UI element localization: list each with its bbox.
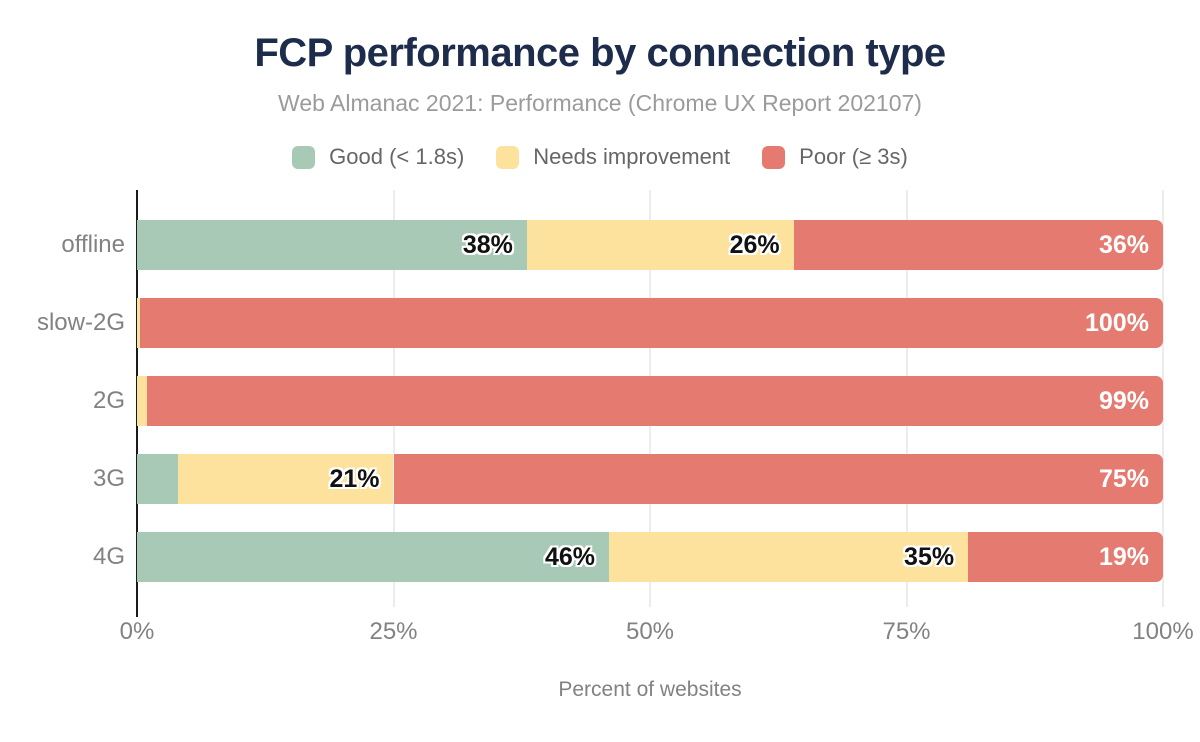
legend-label-poor: Poor (≥ 3s) [799,144,908,169]
x-tick-label-100%: 100% [1132,618,1194,645]
bar-value-label-good-offline: 38% [462,230,513,259]
bar-value-label-needs_improvement-4G: 35% [904,542,955,571]
category-label-3G: 3G [92,465,125,492]
legend: Good (< 1.8s) Needs improvement Poor (≥ 3s… [0,141,1200,173]
bar-value-label-poor-3G: 75% [1099,464,1150,493]
bar-value-label-poor-2G: 99% [1099,386,1150,415]
legend-item-needs_improvement: Needs improvement [496,144,730,170]
bar-value-label-good-4G: 46% [544,542,595,571]
x-axis-title: Percent of websites [558,678,742,701]
bar-segment-needs_improvement-offline [526,220,794,270]
legend-swatch-good [292,145,316,169]
bar-value-label-needs_improvement-offline: 26% [729,230,780,259]
bar-segment-poor-3G [393,454,1163,504]
bar-segment-poor-4G [968,532,1163,582]
legend-label-good: Good (< 1.8s) [329,144,465,169]
bar-segment-good-offline [137,220,527,270]
legend-item-poor: Poor (≥ 3s) [762,144,908,170]
bar-segment-needs_improvement-2G [137,376,148,426]
legend-swatch-poor [762,145,786,169]
legend-swatch-needs_improvement [496,145,520,169]
bar-value-label-needs_improvement-3G: 21% [329,464,380,493]
bar-value-label-poor-slow-2G: 100% [1085,308,1149,337]
category-label-slow-2G: slow-2G [36,309,125,336]
bar-value-label-poor-offline: 36% [1099,230,1150,259]
chart-title: FCP performance by connection type [254,31,946,75]
gridline-100% [1162,190,1164,607]
bar-segment-poor-offline [793,220,1163,270]
legend-item-good: Good (< 1.8s) [292,144,464,170]
bar-segment-good-4G [137,532,609,582]
category-label-4G: 4G [92,543,125,570]
bar-segment-needs_improvement-3G [178,454,394,504]
x-tick-label-25%: 25% [369,618,418,645]
bar-segment-good-3G [137,454,179,504]
x-tick-label-50%: 50% [625,618,675,645]
chart-subtitle: Web Almanac 2021: Performance (Chrome UX… [278,90,922,116]
category-label-offline: offline [61,231,125,258]
bar-segment-poor-2G [147,376,1163,426]
bar-segment-needs_improvement-4G [608,532,969,582]
x-tick-label-0%: 0% [119,618,155,645]
category-label-2G: 2G [92,387,125,414]
x-tick-label-75%: 75% [882,618,931,645]
bar-value-label-poor-4G: 19% [1099,542,1150,571]
plot-area: 38%26%36%0%0%100%0%1%99%4%21%75%46%35%19… [137,190,1163,608]
bar-segment-poor-slow-2G [140,298,1163,348]
bar-segment-needs_improvement-slow-2G [137,298,141,348]
legend-label-needs_improvement: Needs improvement [533,144,731,169]
